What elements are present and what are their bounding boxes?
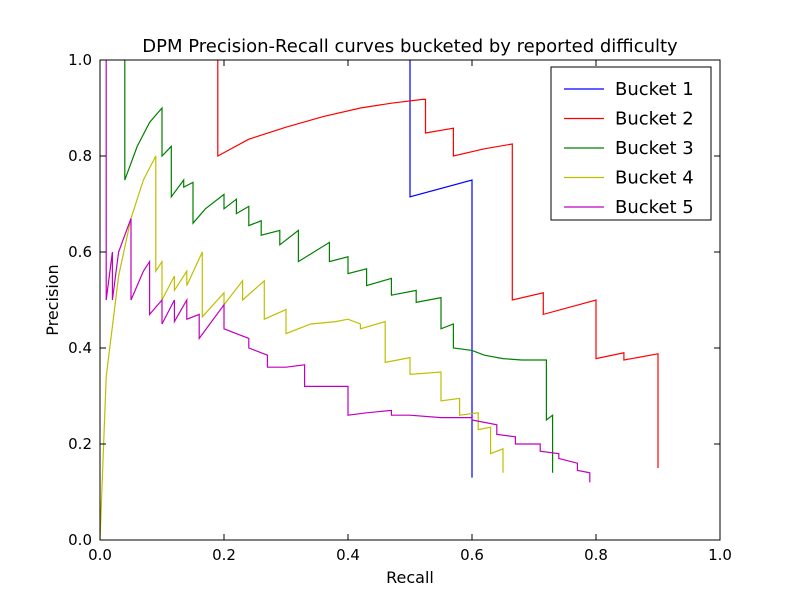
y-tick-label: 0.4 <box>68 339 92 357</box>
y-tick-label: 0.8 <box>68 147 92 165</box>
y-tick-label: 0.0 <box>68 531 92 549</box>
legend-box <box>550 66 712 221</box>
y-tick-label: 1.0 <box>68 51 92 69</box>
x-tick-label: 0.8 <box>584 546 608 564</box>
x-tick-label: 1.0 <box>708 546 732 564</box>
series-line-bucket-4 <box>100 155 504 540</box>
legend-label-bucket-1: Bucket 1 <box>615 79 694 100</box>
x-tick-label: 0.4 <box>336 546 360 564</box>
series-line-bucket-5 <box>105 60 591 483</box>
y-tick-label: 0.2 <box>68 435 92 453</box>
x-tick-label: 0.0 <box>88 546 112 564</box>
y-tick-label: 0.6 <box>68 243 92 261</box>
series-layer <box>100 60 659 540</box>
y-axis-label: Precision <box>43 264 62 335</box>
x-axis-label: Recall <box>386 568 434 587</box>
plot-frame <box>99 59 721 541</box>
series-line-bucket-2 <box>217 60 659 468</box>
x-tick-label: 0.6 <box>460 546 484 564</box>
legend-label-bucket-3: Bucket 3 <box>615 138 694 159</box>
series-line-bucket-3 <box>124 60 554 473</box>
legend-label-bucket-4: Bucket 4 <box>615 168 694 189</box>
series-line-bucket-1 <box>409 60 473 478</box>
ticks-layer: 0.0 0.2 0.4 0.6 0.8 1.0 0.0 0.2 0.4 0.6 0.8 1.0 <box>68 51 732 564</box>
chart-title: DPM Precision-Recall curves bucketed by … <box>142 36 678 57</box>
legend-label-bucket-5: Bucket 5 <box>615 197 694 218</box>
legend: Bucket 1 Bucket 2 Bucket 3 Bucket 4 Bucket 5 <box>550 66 712 221</box>
legend-label-bucket-2: Bucket 2 <box>615 109 694 130</box>
x-tick-label: 0.2 <box>212 546 236 564</box>
